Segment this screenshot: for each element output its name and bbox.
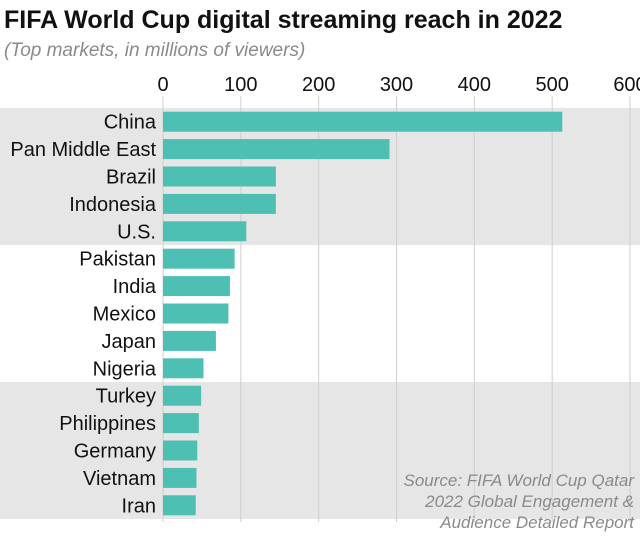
x-tick-label: 500 [535,74,568,96]
chart-title: FIFA World Cup digital streaming reach i… [4,6,563,34]
bar [163,413,199,434]
bar [163,467,197,488]
category-label: Germany [74,441,156,463]
x-axis-ticks: 0 100 200 300 400 500 600 [157,74,640,96]
bar [163,276,230,297]
bar [163,221,247,242]
category-label: Japan [102,331,157,353]
bar [163,166,276,187]
bar [163,303,229,324]
category-label: Vietnam [83,468,156,490]
bars [163,111,563,516]
source-note: Source: FIFA World Cup Qatar 2022 Global… [334,470,634,533]
bar [163,440,198,461]
x-tick-label: 300 [380,74,413,96]
category-label: India [113,276,157,298]
category-labels: China Pan Middle East Brazil Indonesia U.S. P… [10,112,157,518]
bar [163,495,196,516]
bar [163,358,204,379]
x-tick-label: 100 [224,74,257,96]
x-tick-label: 200 [302,74,335,96]
x-tick-label: 400 [458,74,491,96]
chart-subtitle: (Top markets, in millions of viewers) [4,40,306,61]
category-label: Brazil [106,167,156,189]
category-label: Philippines [59,413,156,435]
category-label: Indonesia [69,194,157,216]
source-line: Source: FIFA World Cup Qatar [403,471,634,490]
bar [163,139,390,160]
category-label: U.S. [117,221,156,243]
category-label: Pan Middle East [10,139,156,161]
category-label: Nigeria [93,358,157,380]
category-label: Turkey [96,386,156,408]
background-band [0,382,640,519]
category-label: Pakistan [79,249,156,271]
bar [163,193,276,214]
source-line: 2022 Global Engagement & [425,492,634,511]
category-label: Mexico [93,304,156,326]
bar [163,385,202,406]
x-tick-label: 600 [613,74,640,96]
bar [163,330,216,351]
bar [163,111,563,132]
category-label: China [104,112,157,134]
x-tick-label: 0 [157,74,168,96]
background-bands [0,108,640,519]
category-label: Iran [122,495,156,517]
source-line: Audience Detailed Report [440,513,634,532]
bar [163,248,235,269]
